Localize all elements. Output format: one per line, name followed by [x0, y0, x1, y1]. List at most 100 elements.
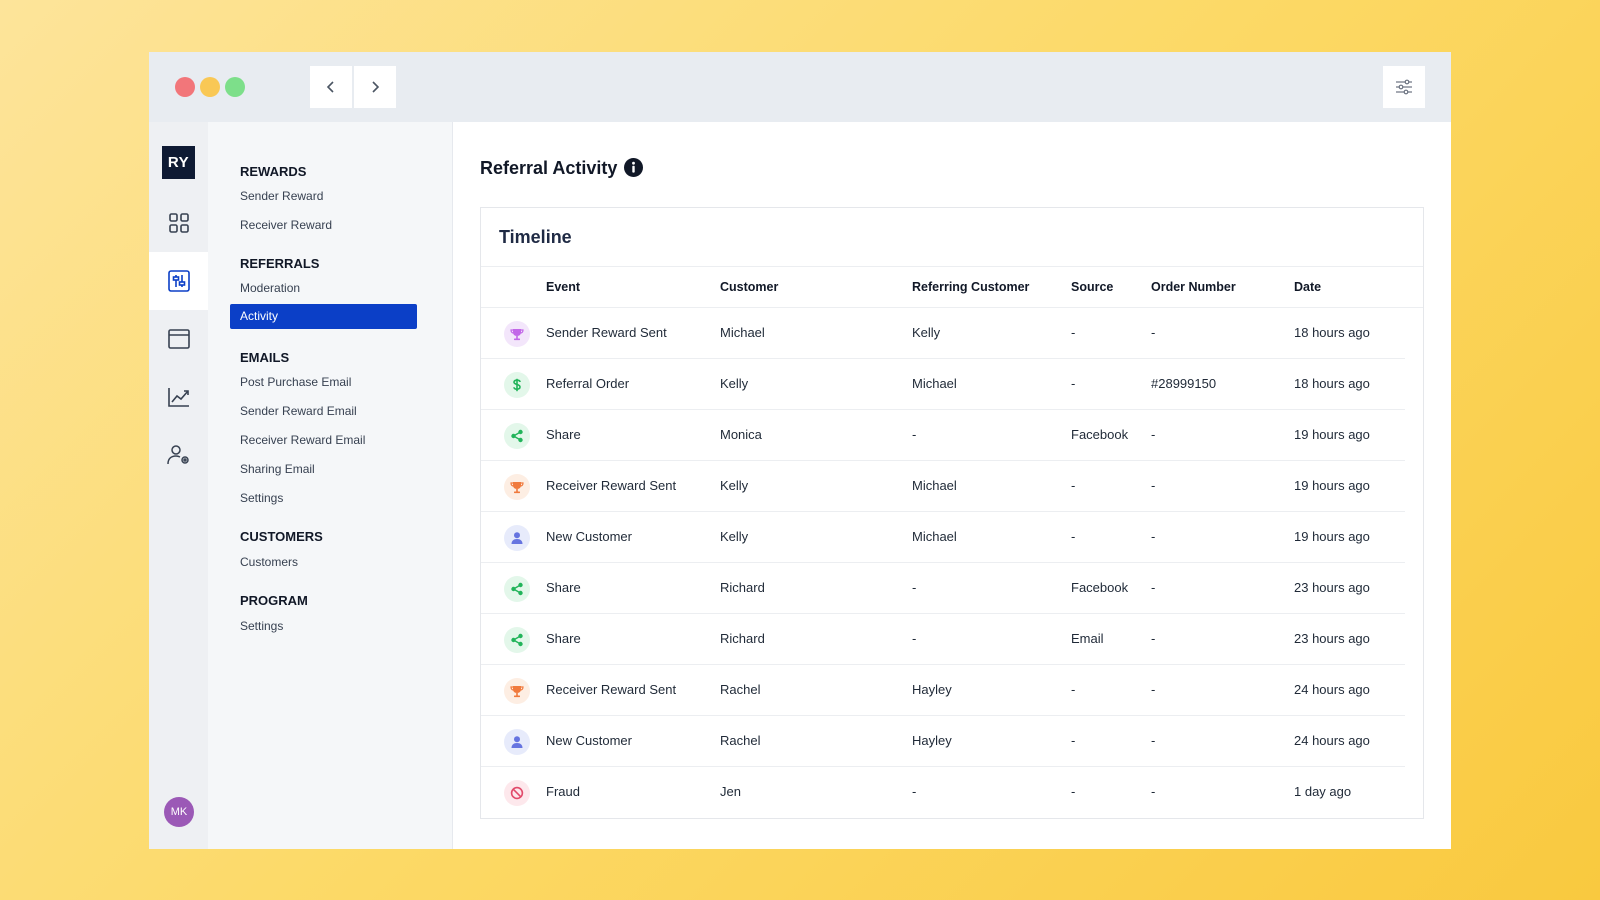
rail-item-emails[interactable]: [149, 310, 208, 368]
cell-customer[interactable]: Michael: [720, 325, 765, 340]
table-row[interactable]: Receiver Reward Sent Rachel Hayley - - 24 hou…: [481, 665, 1405, 716]
cell-customer[interactable]: Richard: [720, 631, 765, 646]
cell-event: Sender Reward Sent: [546, 325, 667, 340]
column-header-source[interactable]: Source: [1071, 280, 1114, 294]
cell-event: Receiver Reward Sent: [546, 682, 677, 697]
cell-customer[interactable]: Monica: [720, 427, 762, 442]
rail-item-dashboard[interactable]: [149, 194, 208, 252]
cell-order-number: -: [1151, 529, 1156, 544]
sidebar-item-email-settings[interactable]: Settings: [240, 491, 284, 505]
minimize-window-button[interactable]: [200, 77, 220, 97]
cell-date: 18 hours ago: [1294, 376, 1370, 391]
cell-date: 19 hours ago: [1294, 529, 1370, 544]
sidebar-item-receiver-reward[interactable]: Receiver Reward: [240, 218, 333, 232]
chevron-left-icon: [326, 81, 334, 93]
sidebar-section-referrals: REFERRALS: [240, 256, 320, 271]
column-header-referring-customer[interactable]: Referring Customer: [912, 280, 1030, 294]
column-header-customer[interactable]: Customer: [720, 280, 779, 294]
cell-source: Facebook: [1071, 427, 1129, 442]
sliders-panel-icon: [167, 270, 190, 292]
sidebar-item-sharing-email[interactable]: Sharing Email: [240, 462, 315, 476]
ban-icon: [504, 780, 530, 806]
cell-event: Share: [546, 580, 581, 595]
table-row[interactable]: Share Monica - Facebook - 19 hours ago: [481, 410, 1405, 461]
chevron-right-icon: [372, 81, 380, 93]
divider: [481, 307, 1423, 308]
cell-referring-customer: Kelly: [912, 325, 941, 340]
close-window-button[interactable]: [175, 77, 195, 97]
forward-button[interactable]: [354, 66, 396, 108]
user-settings-icon: [166, 445, 189, 465]
info-icon[interactable]: [624, 158, 643, 177]
column-header-order-number[interactable]: Order Number: [1151, 280, 1236, 294]
cell-date: 24 hours ago: [1294, 682, 1370, 697]
cell-source: -: [1071, 733, 1076, 748]
column-header-date[interactable]: Date: [1294, 280, 1322, 294]
sidebar-item-receiver-reward-email[interactable]: Receiver Reward Email: [240, 433, 366, 447]
sidebar-item-moderation[interactable]: Moderation: [240, 281, 301, 295]
table-row[interactable]: Fraud Jen - - - 1 day ago: [481, 767, 1405, 818]
sidebar-item-customers[interactable]: Customers: [240, 555, 299, 569]
user-avatar[interactable]: MK: [164, 797, 194, 827]
rail-item-customers[interactable]: [149, 426, 208, 484]
dollar-icon: [504, 372, 530, 398]
cell-date: 18 hours ago: [1294, 325, 1370, 340]
table-row[interactable]: Share Richard - Facebook - 23 hours ago: [481, 563, 1405, 614]
chart-line-icon: [167, 388, 189, 407]
table-row[interactable]: New Customer Kelly Michael - - 19 hours ago: [481, 512, 1405, 563]
cell-referring-customer: Hayley: [912, 682, 952, 697]
filter-settings-button[interactable]: [1383, 66, 1425, 108]
rail-item-referrals[interactable]: [149, 252, 208, 310]
app-window: RY: [149, 52, 1451, 849]
cell-order-number: -: [1151, 631, 1156, 646]
cell-order-number: -: [1151, 580, 1156, 595]
cell-date: 23 hours ago: [1294, 580, 1370, 595]
sidebar-item-program-settings[interactable]: Settings: [240, 619, 284, 633]
cell-order-number: -: [1151, 682, 1156, 697]
cell-order-number: -: [1151, 733, 1156, 748]
sidebar-item-sender-reward[interactable]: Sender Reward: [240, 189, 324, 203]
user-icon: [504, 729, 530, 755]
cell-customer[interactable]: Kelly: [720, 478, 749, 493]
sidebar-section-program: PROGRAM: [240, 593, 308, 608]
cell-referring-customer: -: [912, 427, 917, 442]
cell-event: Referral Order: [546, 376, 630, 391]
cell-order-number: -: [1151, 478, 1156, 493]
brand-logo[interactable]: RY: [162, 146, 195, 179]
card-title: Timeline: [499, 227, 572, 247]
table-row[interactable]: Sender Reward Sent Michael Kelly - - 18 hours…: [481, 308, 1405, 359]
cell-customer[interactable]: Jen: [720, 784, 741, 799]
cell-order-number: #28999150: [1151, 376, 1217, 391]
table-row[interactable]: Receiver Reward Sent Kelly Michael - - 19 hou…: [481, 461, 1405, 512]
cell-customer[interactable]: Kelly: [720, 529, 749, 544]
sidebar: REWARDS Sender Reward Receiver Reward RE…: [208, 122, 453, 849]
cell-referring-customer: -: [912, 580, 917, 595]
sidebar-section-rewards: REWARDS: [240, 164, 307, 179]
table-row[interactable]: Share Richard - Email - 23 hours ago: [481, 614, 1405, 665]
cell-customer[interactable]: Rachel: [720, 733, 761, 748]
user-icon: [504, 525, 530, 551]
table-row[interactable]: Referral Order Kelly Michael - #28999150 18 h…: [481, 359, 1405, 410]
sidebar-item-sender-reward-email[interactable]: Sender Reward Email: [240, 404, 357, 418]
column-header-event[interactable]: Event: [546, 280, 581, 294]
cell-customer[interactable]: Rachel: [720, 682, 761, 697]
cell-source: Email: [1071, 631, 1104, 646]
rail-item-analytics[interactable]: [149, 368, 208, 426]
sidebar-item-post-purchase-email[interactable]: Post Purchase Email: [240, 375, 352, 389]
cell-order-number: -: [1151, 325, 1156, 340]
cell-event: Share: [546, 427, 581, 442]
cell-source: -: [1071, 529, 1076, 544]
cell-customer[interactable]: Richard: [720, 580, 765, 595]
maximize-window-button[interactable]: [225, 77, 245, 97]
cell-customer[interactable]: Kelly: [720, 376, 749, 391]
table-row[interactable]: New Customer Rachel Hayley - - 24 hours ago: [481, 716, 1405, 767]
cell-date: 19 hours ago: [1294, 427, 1370, 442]
timeline-card: Timeline Event Customer Referring Custom…: [480, 207, 1424, 819]
back-button[interactable]: [310, 66, 352, 108]
cell-date: 24 hours ago: [1294, 733, 1370, 748]
cell-date: 23 hours ago: [1294, 631, 1370, 646]
cell-event: Share: [546, 631, 581, 646]
share-icon: [504, 423, 530, 449]
cell-date: 19 hours ago: [1294, 478, 1370, 493]
sidebar-item-activity[interactable]: Activity: [230, 304, 417, 329]
